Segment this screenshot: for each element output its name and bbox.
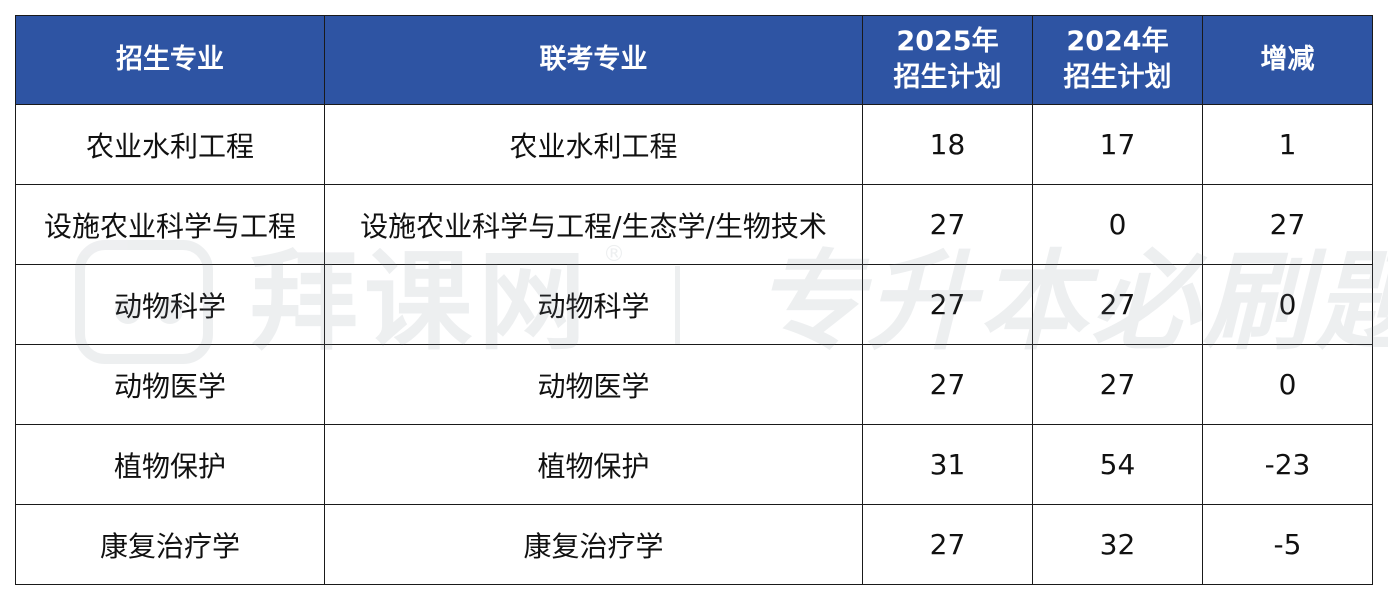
cell-change: 1 — [1202, 104, 1373, 185]
table-row: 农业水利工程 农业水利工程 18 17 1 — [15, 104, 1373, 185]
header-plan-2024: 2024年 招生计划 — [1032, 15, 1203, 105]
table-header-row: 招生专业 联考专业 2025年 招生计划 2024年 招生计划 增减 — [15, 15, 1373, 105]
cell-plan-2024: 27 — [1032, 264, 1203, 345]
cell-exam-major: 植物保护 — [324, 424, 863, 505]
cell-exam-major: 设施农业科学与工程/生态学/生物技术 — [324, 184, 863, 265]
cell-plan-2025: 18 — [862, 104, 1033, 185]
cell-plan-2025: 27 — [862, 184, 1033, 265]
enrollment-plan-table: 招生专业 联考专业 2025年 招生计划 2024年 招生计划 增减 — [15, 15, 1373, 585]
cell-enrollment-major: 农业水利工程 — [15, 104, 325, 185]
cell-change: 27 — [1202, 184, 1373, 265]
cell-enrollment-major: 康复治疗学 — [15, 504, 325, 585]
table-row: 植物保护 植物保护 31 54 -23 — [15, 424, 1373, 505]
cell-exam-major: 农业水利工程 — [324, 104, 863, 185]
cell-plan-2025: 27 — [862, 344, 1033, 425]
cell-exam-major: 康复治疗学 — [324, 504, 863, 585]
cell-exam-major: 动物科学 — [324, 264, 863, 345]
cell-plan-2024: 32 — [1032, 504, 1203, 585]
cell-enrollment-major: 植物保护 — [15, 424, 325, 505]
cell-plan-2025: 27 — [862, 264, 1033, 345]
cell-enrollment-major: 动物医学 — [15, 344, 325, 425]
table-row: 动物医学 动物医学 27 27 0 — [15, 344, 1373, 425]
header-plan-2025: 2025年 招生计划 — [862, 15, 1033, 105]
cell-change: 0 — [1202, 264, 1373, 345]
cell-change: 0 — [1202, 344, 1373, 425]
header-exam-major: 联考专业 — [324, 15, 863, 105]
table-row: 动物科学 动物科学 27 27 0 — [15, 264, 1373, 345]
cell-plan-2025: 31 — [862, 424, 1033, 505]
cell-exam-major: 动物医学 — [324, 344, 863, 425]
table-row: 康复治疗学 康复治疗学 27 32 -5 — [15, 504, 1373, 585]
cell-plan-2024: 17 — [1032, 104, 1203, 185]
header-change: 增减 — [1202, 15, 1373, 105]
header-text: 联考专业 — [539, 44, 648, 75]
header-text: 招生专业 — [116, 44, 224, 75]
header-text: 招生计划 — [1063, 62, 1172, 93]
cell-plan-2024: 54 — [1032, 424, 1203, 505]
cell-plan-2024: 0 — [1032, 184, 1203, 265]
cell-plan-2025: 27 — [862, 504, 1033, 585]
header-text: 招生计划 — [893, 62, 1002, 93]
header-enrollment-major: 招生专业 — [15, 15, 325, 105]
enrollment-plan-table-container: 招生专业 联考专业 2025年 招生计划 2024年 招生计划 增减 — [15, 15, 1373, 585]
cell-change: -23 — [1202, 424, 1373, 505]
cell-change: -5 — [1202, 504, 1373, 585]
table-row: 设施农业科学与工程 设施农业科学与工程/生态学/生物技术 27 0 27 — [15, 184, 1373, 265]
cell-enrollment-major: 动物科学 — [15, 264, 325, 345]
cell-plan-2024: 27 — [1032, 344, 1203, 425]
header-text: 2025年 — [896, 26, 999, 57]
cell-enrollment-major: 设施农业科学与工程 — [15, 184, 325, 265]
header-text: 2024年 — [1066, 26, 1169, 57]
header-text: 增减 — [1260, 44, 1315, 75]
